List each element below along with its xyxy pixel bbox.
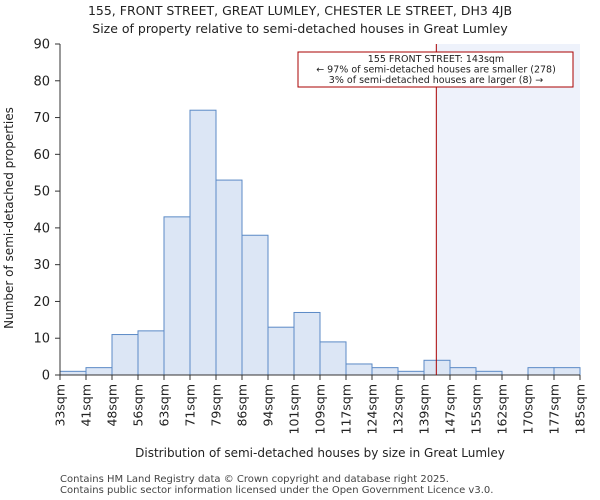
y-tick-label: 80 bbox=[33, 74, 50, 89]
x-tick-label: 109sqm bbox=[313, 384, 328, 434]
x-tick-label: 177sqm bbox=[547, 384, 562, 434]
histogram-bar bbox=[371, 367, 399, 376]
x-tick-label: 170sqm bbox=[521, 384, 536, 434]
x-tick-label: 41sqm bbox=[79, 384, 94, 427]
footer-copyright: Contains HM Land Registry data © Crown c… bbox=[60, 474, 449, 485]
x-tick-label: 94sqm bbox=[261, 384, 276, 427]
histogram-bar bbox=[267, 326, 295, 376]
annotation-box bbox=[297, 51, 574, 88]
x-tick-label: 139sqm bbox=[417, 384, 432, 434]
histogram-bar bbox=[527, 367, 555, 376]
y-tick-label: 0 bbox=[42, 369, 50, 384]
x-axis-label: Distribution of semi-detached houses by … bbox=[135, 446, 505, 460]
x-tick-label: 155sqm bbox=[469, 384, 484, 434]
x-tick-label: 48sqm bbox=[105, 384, 120, 427]
histogram-bar bbox=[215, 179, 243, 376]
annotation-line: 3% of semi-detached houses are larger (8… bbox=[329, 75, 543, 86]
x-tick-label: 71sqm bbox=[183, 384, 198, 427]
x-tick-label: 101sqm bbox=[287, 384, 302, 434]
histogram-bar bbox=[189, 109, 217, 376]
histogram-bar bbox=[111, 334, 139, 376]
x-tick-label: 56sqm bbox=[131, 384, 146, 427]
x-tick-label: 185sqm bbox=[573, 384, 588, 434]
larger-region-highlight bbox=[436, 44, 580, 375]
annotation-line: ← 97% of semi-detached houses are smalle… bbox=[316, 65, 556, 76]
y-tick-label: 20 bbox=[33, 295, 50, 310]
annotation-line: 155 FRONT STREET: 143sqm bbox=[368, 54, 504, 65]
x-tick-label: 33sqm bbox=[53, 384, 68, 427]
x-tick-label: 79sqm bbox=[209, 384, 224, 427]
chart-title: 155, FRONT STREET, GREAT LUMLEY, CHESTER… bbox=[87, 3, 513, 18]
y-tick-label: 30 bbox=[33, 258, 50, 273]
y-tick-label: 60 bbox=[33, 148, 50, 163]
histogram-bar bbox=[345, 363, 373, 376]
histogram-bar bbox=[449, 367, 477, 376]
chart-subtitle: Size of property relative to semi-detach… bbox=[92, 21, 508, 36]
y-axis-label: Number of semi-detached properties bbox=[2, 107, 16, 329]
histogram-bar bbox=[59, 370, 87, 376]
y-tick-label: 40 bbox=[33, 221, 50, 236]
x-tick-label: 124sqm bbox=[365, 384, 380, 434]
histogram-bar bbox=[397, 370, 425, 376]
histogram-bar bbox=[475, 370, 503, 376]
y-tick-label: 10 bbox=[33, 332, 50, 347]
histogram-bar bbox=[423, 359, 451, 376]
x-tick-label: 117sqm bbox=[339, 384, 354, 434]
x-tick-label: 86sqm bbox=[235, 384, 250, 427]
histogram-bar bbox=[553, 367, 581, 376]
x-tick-label: 132sqm bbox=[391, 384, 406, 434]
histogram-bar bbox=[241, 234, 269, 376]
footer-licence: Contains public sector information licen… bbox=[60, 485, 494, 496]
histogram-bar bbox=[319, 341, 347, 376]
y-tick-label: 50 bbox=[33, 185, 50, 200]
y-tick-label: 70 bbox=[33, 111, 50, 126]
histogram-bar bbox=[85, 367, 113, 376]
histogram-bar bbox=[137, 330, 165, 376]
x-tick-label: 162sqm bbox=[495, 384, 510, 434]
histogram-bar bbox=[163, 216, 191, 376]
x-tick-label: 63sqm bbox=[157, 384, 172, 427]
x-tick-label: 147sqm bbox=[443, 384, 458, 434]
y-tick-label: 90 bbox=[33, 38, 50, 53]
histogram-bar bbox=[293, 311, 321, 376]
